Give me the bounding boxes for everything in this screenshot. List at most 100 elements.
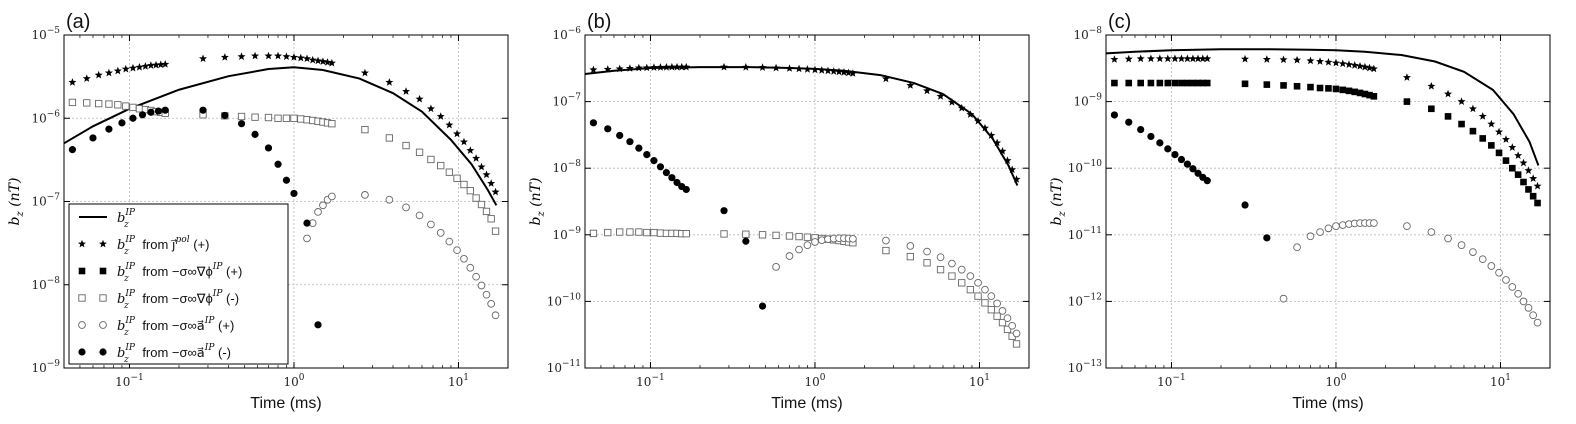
tick-exponent: 0 — [299, 373, 305, 383]
data-point-star — [1524, 166, 1533, 175]
tick-base: 10 — [1490, 375, 1505, 389]
data-point-star — [1369, 64, 1378, 73]
plot-frame — [1105, 34, 1551, 369]
data-point-star — [385, 78, 394, 86]
data-point-circle-open — [993, 299, 1001, 308]
series-star — [1110, 54, 1542, 190]
data-point-circle-filled — [1177, 155, 1186, 164]
data-point-square-open — [466, 186, 474, 195]
series-circle-open — [1279, 219, 1542, 327]
series-circle-open — [772, 234, 1021, 338]
y-axis-label: bz (nT) — [7, 178, 26, 226]
data-point-star — [146, 61, 155, 69]
x-tick-label: 10−1 — [636, 373, 665, 389]
tick-exponent: 0 — [820, 373, 826, 383]
data-point-star — [264, 51, 273, 60]
data-point-star — [318, 57, 327, 65]
data-point-circle-filled — [147, 108, 155, 116]
data-point-star — [998, 147, 1007, 155]
data-point-circle-open — [795, 245, 803, 254]
tick-base: 10 — [547, 361, 562, 375]
tick-exponent: 1 — [984, 373, 990, 383]
series-line — [1105, 48, 1540, 166]
data-point-circle-filled — [1241, 201, 1249, 209]
data-point-star — [741, 63, 750, 71]
data-point-star — [656, 63, 665, 71]
data-point-square-open — [936, 265, 945, 274]
legend-marker-swatch — [78, 348, 86, 356]
data-point-star — [1136, 54, 1145, 63]
data-point-square-open — [402, 141, 410, 150]
data-point-star — [1279, 55, 1288, 64]
tick-exponent: −7 — [568, 93, 582, 103]
data-point-star — [466, 146, 475, 154]
data-point-circle-filled — [1203, 177, 1211, 185]
data-point-star — [104, 68, 113, 77]
data-point-circle-open — [1332, 222, 1340, 230]
y-tick-label: 10−9 — [1073, 93, 1102, 109]
data-point-circle-open — [1003, 314, 1012, 323]
data-point-star — [1316, 57, 1325, 65]
data-point-square-open — [251, 113, 259, 121]
data-point-star — [161, 60, 170, 68]
legend-sub: z — [123, 274, 129, 284]
tick-exponent: 0 — [1341, 373, 1347, 383]
data-point-square-filled — [1488, 142, 1495, 149]
data-point-circle-open — [466, 263, 475, 272]
data-point-star — [803, 65, 812, 73]
data-point-square-open — [604, 228, 612, 237]
data-point-star — [94, 70, 103, 79]
data-point-square-filled — [1529, 192, 1537, 200]
data-point-circle-filled — [303, 219, 311, 227]
y-label-sub: z — [1057, 211, 1068, 218]
data-point-square-open — [487, 215, 495, 223]
data-point-circle-filled — [282, 176, 291, 184]
data-point-star — [974, 116, 983, 125]
data-point-circle-open — [361, 191, 369, 199]
tick-exponent: −11 — [1083, 226, 1102, 236]
tick-exponent: −1 — [130, 373, 143, 383]
data-point-star — [906, 81, 915, 89]
tick-exponent: −9 — [47, 359, 61, 369]
data-point-star — [1203, 54, 1212, 63]
data-point-star — [649, 63, 658, 71]
data-point-star — [274, 51, 283, 60]
data-point-star — [1146, 54, 1155, 63]
data-point-star — [844, 68, 853, 77]
data-point-square-open — [987, 306, 995, 314]
data-point-square-filled — [1203, 79, 1211, 87]
y-label-sub: z — [15, 211, 26, 218]
data-point-square-filled — [1444, 113, 1452, 120]
legend-sup: IP — [124, 343, 136, 353]
data-point-star — [1324, 58, 1333, 66]
data-point-star — [1495, 127, 1504, 136]
data-point-star — [477, 162, 486, 171]
data-point-star — [923, 86, 932, 95]
legend-sup: IP — [124, 316, 136, 326]
y-label-sub: z — [536, 211, 547, 218]
data-point-circle-filled — [154, 107, 163, 115]
data-point-star — [603, 65, 612, 73]
data-point-star — [121, 64, 130, 73]
data-point-circle-open — [849, 234, 857, 243]
y-tick-label: 10−9 — [552, 226, 581, 242]
data-point-square-open — [785, 232, 794, 240]
data-point-circle-filled — [290, 189, 298, 198]
tick-base: 10 — [804, 375, 819, 389]
data-point-square-open — [772, 231, 780, 240]
series-star — [589, 62, 1021, 183]
data-point-circle-filled — [1147, 132, 1155, 141]
data-point-square-open — [328, 120, 336, 128]
x-tick-label: 100 — [1325, 373, 1346, 389]
data-point-circle-filled — [118, 119, 126, 127]
legend-math: b — [117, 292, 125, 307]
data-point-star — [829, 67, 838, 75]
tick-base: 10 — [552, 228, 567, 242]
x-tick-label: 101 — [1490, 373, 1511, 389]
data-point-star — [1163, 54, 1172, 63]
data-point-star — [323, 58, 332, 66]
data-point-star — [1356, 62, 1364, 70]
data-point-square-open — [385, 134, 393, 142]
data-point-square-filled — [1325, 85, 1332, 92]
